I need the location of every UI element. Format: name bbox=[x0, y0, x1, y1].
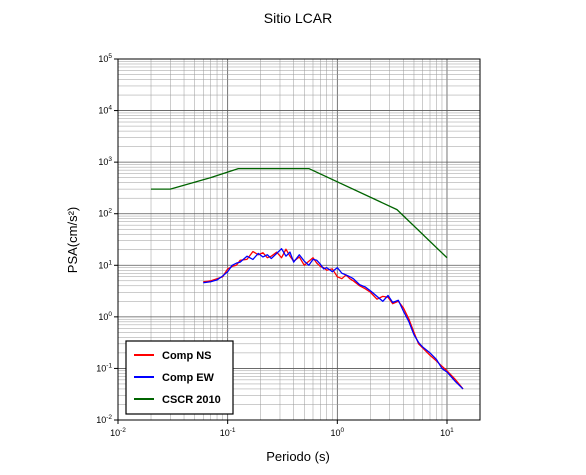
y-tick-label: 10-1 bbox=[96, 362, 112, 373]
series-lines bbox=[151, 167, 464, 390]
y-tick-labels: 10-2 10-1 100 101 102 103 104 105 bbox=[96, 53, 118, 425]
plot-frame bbox=[117, 58, 481, 421]
chart-title: Sitio LCAR bbox=[264, 10, 332, 26]
y-tick-label: 103 bbox=[98, 156, 112, 167]
y-tick-label: 102 bbox=[98, 208, 112, 219]
x-tick-label: 100 bbox=[331, 427, 345, 438]
y-tick-label: 104 bbox=[98, 105, 112, 116]
x-tick-label: 101 bbox=[440, 427, 454, 438]
legend-label: CSCR 2010 bbox=[162, 394, 221, 406]
x-tick-labels: 10-2 10-1 100 101 bbox=[110, 420, 454, 438]
y-axis-label: PSA(cm/s²) bbox=[65, 207, 80, 273]
legend-label: Comp EW bbox=[162, 372, 215, 384]
legend: Comp NS Comp EW CSCR 2010 bbox=[125, 340, 234, 415]
x-tick-label: 10-1 bbox=[220, 427, 236, 438]
y-tick-label: 10-2 bbox=[96, 414, 112, 425]
series-line-comp-ew bbox=[203, 248, 464, 390]
y-tick-label: 100 bbox=[98, 311, 112, 322]
legend-label: Comp NS bbox=[162, 350, 212, 362]
series-line-cscr-2010 bbox=[151, 167, 448, 259]
y-tick-label: 105 bbox=[98, 53, 112, 64]
x-tick-label: 10-2 bbox=[110, 427, 126, 438]
y-tick-label: 101 bbox=[98, 259, 112, 270]
x-axis-label: Periodo (s) bbox=[266, 449, 330, 464]
